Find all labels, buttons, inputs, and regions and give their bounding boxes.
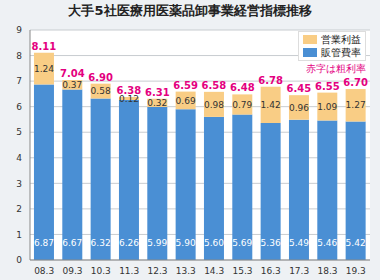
- svg-text:7.04: 7.04: [60, 68, 85, 79]
- svg-text:17.3: 17.3: [289, 266, 309, 276]
- svg-text:11.3: 11.3: [119, 266, 139, 276]
- svg-text:4: 4: [16, 153, 22, 163]
- svg-text:9: 9: [16, 25, 22, 35]
- svg-text:6.55: 6.55: [315, 81, 340, 92]
- svg-text:8.11: 8.11: [32, 41, 57, 52]
- html-text:赤字は粗利率: 赤字は粗利率: [306, 63, 366, 74]
- svg-text:09.3: 09.3: [62, 266, 82, 276]
- svg-text:6.78: 6.78: [258, 75, 283, 86]
- svg-text:0.12: 0.12: [118, 93, 139, 104]
- svg-text:6.26: 6.26: [119, 238, 139, 248]
- svg-text:0.32: 0.32: [147, 98, 167, 108]
- svg-text:6.87: 6.87: [34, 238, 54, 248]
- svg-text:10.3: 10.3: [91, 266, 111, 276]
- html-text:大手5社医療用医薬品卸事業経営指標推移: 大手5社医療用医薬品卸事業経営指標推移: [68, 3, 312, 18]
- html-text:営業利益: 営業利益: [321, 33, 361, 45]
- svg-text:12.3: 12.3: [147, 266, 167, 276]
- svg-text:08.3: 08.3: [34, 266, 54, 276]
- svg-text:5: 5: [16, 127, 22, 137]
- svg-text:0.96: 0.96: [289, 103, 309, 113]
- svg-text:6: 6: [16, 102, 22, 112]
- svg-text:5.90: 5.90: [176, 238, 196, 248]
- svg-text:6.45: 6.45: [287, 83, 312, 94]
- svg-text:6.38: 6.38: [117, 85, 142, 96]
- svg-text:0.98: 0.98: [204, 100, 224, 110]
- svg-text:6.48: 6.48: [230, 82, 255, 93]
- svg-text:1.27: 1.27: [346, 100, 366, 110]
- svg-text:6.32: 6.32: [91, 238, 111, 248]
- svg-text:5.49: 5.49: [289, 238, 309, 248]
- svg-text:5.46: 5.46: [317, 238, 337, 248]
- svg-text:3: 3: [16, 179, 22, 189]
- svg-text:5.60: 5.60: [204, 238, 224, 248]
- svg-text:5.69: 5.69: [232, 238, 252, 248]
- svg-text:6.90: 6.90: [88, 72, 113, 83]
- svg-text:16.3: 16.3: [261, 266, 281, 276]
- svg-text:6.59: 6.59: [173, 80, 198, 91]
- svg-text:0.58: 0.58: [91, 86, 111, 96]
- svg-text:1.42: 1.42: [261, 100, 281, 110]
- svg-text:7: 7: [16, 76, 22, 86]
- svg-text:6.70: 6.70: [343, 77, 368, 88]
- svg-text:1.09: 1.09: [317, 102, 337, 112]
- svg-text:15.3: 15.3: [232, 266, 252, 276]
- svg-text:0.79: 0.79: [232, 100, 252, 110]
- svg-text:0.69: 0.69: [176, 96, 196, 106]
- svg-text:5.36: 5.36: [261, 238, 281, 248]
- svg-text:5.42: 5.42: [346, 238, 366, 248]
- svg-text:0: 0: [16, 255, 22, 265]
- svg-text:19.3: 19.3: [346, 266, 366, 276]
- svg-text:6.58: 6.58: [202, 80, 227, 91]
- svg-text:1: 1: [16, 230, 22, 240]
- svg-text:14.3: 14.3: [204, 266, 224, 276]
- html-text:販管費率: 販管費率: [321, 46, 361, 58]
- svg-text:5.99: 5.99: [147, 238, 167, 248]
- svg-text:6.31: 6.31: [145, 87, 170, 98]
- svg-text:1.24: 1.24: [34, 64, 54, 74]
- svg-text:8: 8: [16, 51, 22, 61]
- svg-text:6.67: 6.67: [62, 238, 82, 248]
- svg-text:0.37: 0.37: [62, 80, 82, 90]
- svg-text:18.3: 18.3: [317, 266, 337, 276]
- svg-text:2: 2: [16, 204, 22, 214]
- svg-text:13.3: 13.3: [176, 266, 196, 276]
